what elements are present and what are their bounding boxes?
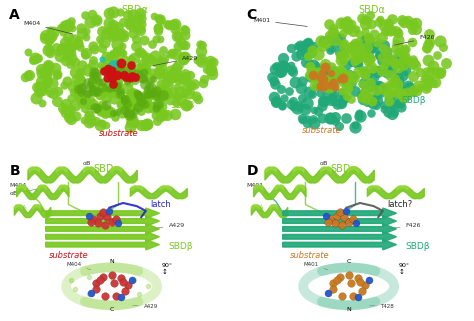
Text: M401: M401 (253, 18, 307, 26)
Text: SBDβ: SBDβ (401, 96, 426, 105)
Text: N: N (346, 308, 351, 313)
FancyArrow shape (283, 208, 396, 218)
Text: αA: αA (255, 205, 264, 210)
Text: C: C (246, 8, 256, 22)
FancyArrow shape (283, 231, 396, 242)
Text: F426: F426 (385, 222, 421, 229)
Text: N: N (109, 259, 114, 264)
Text: αB: αB (319, 161, 328, 172)
Text: D: D (246, 164, 258, 178)
Text: B: B (9, 164, 20, 178)
Text: F426: F426 (395, 35, 435, 45)
FancyArrow shape (46, 239, 159, 250)
Text: substrate: substrate (49, 251, 88, 260)
Text: M401: M401 (246, 183, 269, 189)
Text: A429: A429 (148, 222, 185, 229)
Text: M404: M404 (9, 183, 32, 189)
FancyArrow shape (46, 231, 159, 242)
Text: 90°: 90° (162, 264, 173, 268)
Text: latch?: latch? (387, 200, 412, 209)
Text: SBDα: SBDα (94, 164, 120, 174)
FancyArrow shape (46, 216, 159, 226)
Text: SBDα: SBDα (358, 4, 385, 14)
Text: ↕: ↕ (399, 269, 405, 275)
Text: C: C (346, 259, 351, 264)
Text: M404: M404 (66, 262, 91, 270)
Text: αA: αA (18, 205, 27, 210)
FancyArrow shape (283, 216, 396, 226)
Text: M404: M404 (23, 21, 73, 34)
Text: substrate: substrate (301, 126, 341, 135)
Text: M401: M401 (303, 262, 328, 270)
FancyArrow shape (283, 224, 396, 234)
Text: A429: A429 (133, 304, 158, 309)
Text: αB: αB (9, 189, 36, 196)
Text: SBDβ: SBDβ (171, 101, 195, 110)
Text: ↕: ↕ (162, 269, 168, 275)
Text: C: C (109, 308, 114, 313)
Text: latch: latch (150, 200, 171, 209)
FancyArrow shape (283, 239, 396, 250)
Text: SBDβ: SBDβ (406, 242, 430, 251)
FancyArrow shape (46, 224, 159, 234)
Text: substrate: substrate (99, 129, 138, 138)
Text: SBDα: SBDα (121, 4, 148, 14)
Text: SBDβ: SBDβ (169, 242, 193, 251)
Text: substrate: substrate (290, 251, 330, 260)
Text: A429: A429 (153, 56, 199, 65)
Text: SBDα: SBDα (331, 164, 357, 174)
Text: αB: αB (82, 161, 91, 172)
Text: 90°: 90° (399, 264, 410, 268)
Text: A: A (9, 8, 20, 22)
Text: T428: T428 (370, 304, 394, 309)
FancyArrow shape (46, 208, 159, 218)
